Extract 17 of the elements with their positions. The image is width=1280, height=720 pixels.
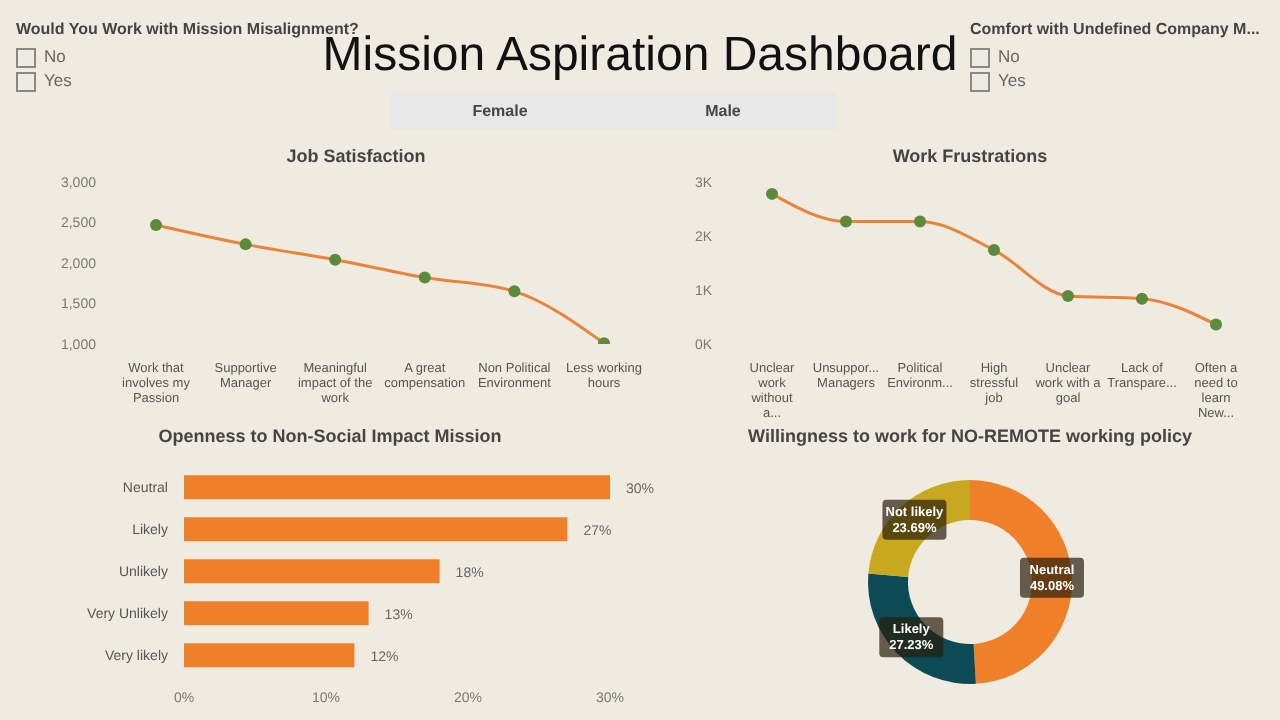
bar: [184, 517, 568, 542]
text: Yes: [998, 70, 1026, 90]
text: Female: [470, 102, 530, 120]
chart-title: Willingness to work for NO-REMOTE working policy: [746, 426, 1194, 446]
bar: [184, 559, 440, 584]
bar: [184, 643, 355, 668]
text: No: [998, 46, 1020, 66]
text: Yes: [44, 70, 72, 90]
text: No: [44, 46, 66, 66]
chart-title: Job Satisfaction: [284, 146, 428, 166]
chart-title: Openness to Non-Social Impact Mission: [156, 426, 504, 446]
text: Comfort with Undefined Company M...: [970, 20, 1260, 38]
text: Male: [703, 102, 743, 120]
bar: [184, 475, 610, 500]
text: Would You Work with Mission Misalignment?: [16, 20, 359, 38]
bar: [184, 601, 369, 626]
chart-title: Work Frustrations: [890, 146, 1050, 166]
